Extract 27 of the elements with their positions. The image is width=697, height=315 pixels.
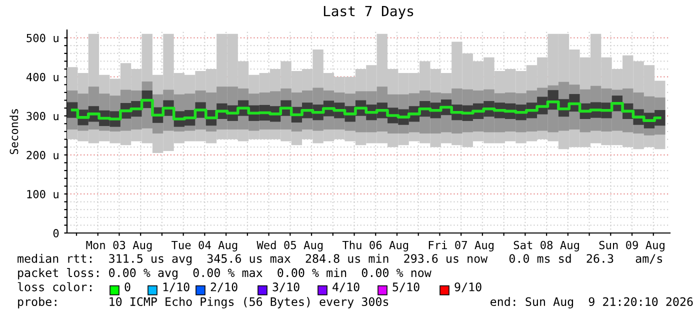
text: 0 (124, 282, 130, 292)
text: median rtt: 311.5 us avg 345.6 us max 284.8 us min 293.6 us now 0.0 ms sd 26.3 am/s (18, 254, 662, 266)
text: 4/10 (332, 282, 360, 292)
y-tick-label: 200 u (26, 150, 58, 160)
y-axis-title: Seconds (10, 109, 18, 154)
x-tick-label: Mon 03 Aug (86, 240, 152, 252)
x-tick-label: Tue 04 Aug (172, 240, 238, 252)
text: 9/10 (454, 282, 482, 292)
text: probe: 10 ICMP Echo Pings (56 Bytes) every 300s (18, 297, 388, 308)
text: 1/10 (163, 282, 190, 292)
text: end: Sun Aug 9 21:20:10 2026 (490, 297, 693, 308)
text: 3/10 (272, 282, 300, 292)
x-tick-label: Thu 06 Aug (342, 240, 408, 252)
text: 5/10 (392, 282, 420, 292)
y-tick-label: 0 (53, 229, 59, 238)
text: loss color: (18, 282, 92, 292)
x-tick-label: Wed 05 Aug (256, 240, 323, 252)
y-tick-label: 500 u (26, 34, 58, 42)
text: 2/10 (210, 282, 238, 292)
y-tick-label: 100 u (27, 190, 58, 198)
x-tick-label: Fri 07 Aug (428, 240, 494, 252)
chart-title: Last 7 Days (324, 6, 414, 19)
x-tick-label: Sun 09 Aug (599, 240, 664, 252)
text: packet loss: 0.00 % avg 0.00 % max 0.00 % min 0.00 % now (18, 268, 432, 280)
x-tick-label: Sat 08 Aug (514, 240, 579, 252)
y-tick-label: 400 u (26, 72, 58, 82)
y-tick-label: 300 u (26, 112, 58, 120)
